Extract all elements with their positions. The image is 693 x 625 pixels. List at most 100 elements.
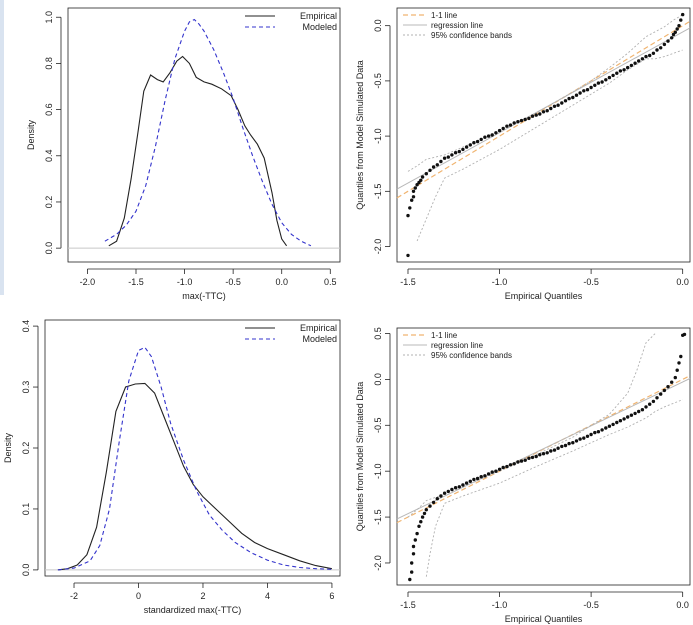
qq-point xyxy=(534,454,538,459)
qq-point xyxy=(483,135,487,139)
qq-point xyxy=(560,444,564,449)
qq-point xyxy=(622,68,626,72)
qq-point xyxy=(673,375,677,380)
density-plot-bottom: -2 0 2 4 6 0.0 0.1 0.2 0.3 0.4 standardized max(-T… xyxy=(3,319,341,615)
qq-point xyxy=(408,577,412,582)
x-tick-label: -1.5 xyxy=(400,600,416,610)
qq-point xyxy=(422,511,427,516)
qq-point xyxy=(611,422,615,427)
qq-point xyxy=(571,441,575,445)
qq-point xyxy=(596,430,601,434)
qq-point xyxy=(670,380,674,384)
qq-point xyxy=(530,114,535,118)
y-tick-label: -1.5 xyxy=(373,184,383,200)
modeled-density-line xyxy=(104,18,312,247)
x-axis-title: Empirical Quantiles xyxy=(505,614,583,624)
legend-label: Modeled xyxy=(302,22,337,32)
qq-point xyxy=(655,396,659,400)
qq-point xyxy=(589,85,593,90)
qq-point xyxy=(516,120,520,124)
qq-point xyxy=(648,402,652,406)
y-tick-label: 0.2 xyxy=(21,442,31,455)
x-tick-label: -0.5 xyxy=(583,277,599,287)
y-tick-label: -1.0 xyxy=(373,463,383,479)
qq-plot-bottom: -1.5 -1.0 -0.5 0.0 0.5 0.0 -0.5 -1.0 -1.5 -2.0 Emp… xyxy=(355,327,691,624)
qq-point xyxy=(552,448,557,452)
qq-point xyxy=(472,141,476,145)
y-tick-label: -2.0 xyxy=(373,239,383,255)
qq-point xyxy=(552,104,557,109)
qq-point xyxy=(468,479,472,483)
qq-point xyxy=(415,183,419,187)
qq-point xyxy=(410,570,414,574)
qq-point xyxy=(428,504,432,508)
qq-point xyxy=(545,109,549,113)
x-tick-label: -0.5 xyxy=(225,277,241,287)
qq-point xyxy=(435,163,439,167)
y-tick-label: 0.6 xyxy=(44,103,54,116)
qq-point xyxy=(411,195,416,199)
density-plot-top: -2.0 -1.5 -1.0 -0.5 0.0 0.5 0.0 0.2 0.4 0.6 0.8 1.0… xyxy=(26,7,341,301)
qq-point xyxy=(428,168,432,172)
qq-point xyxy=(556,446,560,450)
qq-point xyxy=(497,467,502,471)
qq-point xyxy=(472,477,476,482)
qq-point xyxy=(593,430,597,435)
x-tick-label: 6 xyxy=(329,591,334,601)
y-axis-title: Quantiles from Model Simulated Data xyxy=(355,60,365,210)
y-tick-label: -0.5 xyxy=(373,73,383,89)
qq-point xyxy=(435,497,439,501)
qq-point xyxy=(431,500,436,505)
y-tick-label: -0.5 xyxy=(373,418,383,434)
qq-point xyxy=(604,426,608,430)
qq-point xyxy=(411,189,416,193)
qq-point xyxy=(644,405,648,409)
x-tick-label: -1.5 xyxy=(400,277,416,287)
confidence-band-upper xyxy=(407,14,683,172)
one-to-one-line xyxy=(396,20,691,199)
qq-point xyxy=(615,420,619,425)
qq-point xyxy=(675,368,679,372)
qq-plot-top: -1.5 -1.0 -0.5 0.0 0.0 -0.5 -1.0 -1.5 -2.0 Empiri… xyxy=(355,7,691,301)
qq-point xyxy=(508,463,513,467)
x-tick-label: 4 xyxy=(265,591,270,601)
qq-point xyxy=(446,155,450,159)
legend-label: 95% confidence bands xyxy=(431,31,512,40)
qq-point xyxy=(442,156,447,160)
qq-point xyxy=(450,487,454,492)
qq-point xyxy=(662,42,667,47)
x-tick-label: -1.0 xyxy=(492,600,508,610)
y-tick-label: 0.4 xyxy=(21,320,31,333)
qq-point xyxy=(651,399,656,404)
qq-point xyxy=(512,121,516,125)
qq-point xyxy=(682,332,687,337)
qq-point xyxy=(563,443,568,448)
qq-point xyxy=(538,112,542,116)
qq-point xyxy=(415,531,419,536)
qq-point xyxy=(424,508,428,512)
legend-label: 1-1 line xyxy=(431,11,458,20)
qq-point xyxy=(453,486,458,490)
qq-point xyxy=(442,491,447,495)
qq-point xyxy=(419,520,423,524)
qq-point xyxy=(563,99,568,103)
y-tick-label: -2.0 xyxy=(373,555,383,571)
qq-point xyxy=(530,455,535,460)
qq-point xyxy=(679,354,683,359)
qq-point xyxy=(589,432,593,437)
qq-point xyxy=(519,459,524,463)
qq-point xyxy=(439,494,443,498)
y-tick-label: -1.5 xyxy=(373,509,383,525)
qq-point xyxy=(574,439,579,443)
qq-point xyxy=(519,118,524,123)
qq-point xyxy=(411,544,416,549)
legend-label: Empirical xyxy=(300,11,337,21)
qq-point xyxy=(523,117,527,122)
x-tick-label: -1.0 xyxy=(177,277,193,287)
qq-point xyxy=(410,561,414,565)
qq-point xyxy=(629,413,634,417)
x-axis-title: Empirical Quantiles xyxy=(505,291,583,301)
qq-point xyxy=(677,361,681,365)
qq-point xyxy=(512,462,516,466)
qq-point xyxy=(560,101,564,105)
